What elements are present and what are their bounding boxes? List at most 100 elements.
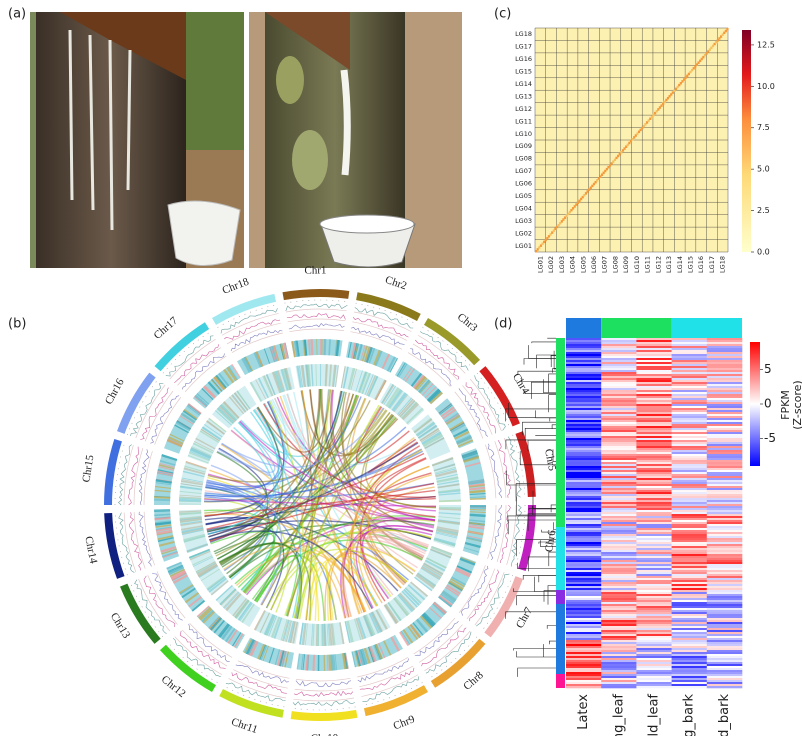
heatmap-cell [601,592,637,594]
gene-stripe [201,400,202,402]
heatmap-cell [566,430,602,432]
heatmap-cell [601,490,637,492]
heatmap-cell [566,474,602,476]
heatmap-cell [707,614,743,616]
track-line [488,444,502,498]
heatmap-cell [566,352,602,354]
heatmap-cell [707,382,743,384]
heatmap-cell [672,338,708,340]
heatmap-cell [601,444,637,446]
heatmap-cell [672,598,708,600]
group-bar [566,318,601,338]
heatmap-cell [707,506,743,508]
heatmap-cell [707,644,743,646]
heatmap-cell [707,562,743,564]
heatmap-cell [566,582,602,584]
gene-stripe [401,369,402,370]
heatmap-cell [566,396,602,398]
heatmap-cell [707,470,743,472]
column-label: Old_leaf [647,694,662,736]
heatmap-cell [672,672,708,674]
heatmap-cell [707,494,743,496]
gene-stripe [447,598,448,599]
heatmap-cell [707,636,743,638]
x-tick-label: LG03 [558,256,566,273]
heatmap-cell [672,618,708,620]
heatmap-cell [601,534,637,536]
heatmap-cell [601,488,637,490]
colorbar-tick-label: 12.5 [757,40,775,49]
heatmap-cell [707,626,743,628]
heatmap-cell [566,510,602,512]
heatmap-cell [566,672,602,674]
heatmap-cell [601,368,637,370]
heatmap-cell [636,366,672,368]
gene-stripe [358,352,360,353]
panel-label: (c) [494,7,511,22]
heatmap-cell [636,580,672,582]
heatmap-cell [672,620,708,622]
gene-stripe [448,597,449,598]
heatmap-cell [707,572,743,574]
heatmap-cell [601,476,637,478]
heatmap-cell [566,408,602,410]
heatmap-cell [636,488,672,490]
y-tick-label: LG04 [515,204,532,212]
heatmap-cell [601,480,637,482]
heatmap-cell [672,360,708,362]
y-tick-label: LG18 [515,30,532,38]
heatmap-cell [636,598,672,600]
track-line [351,327,404,344]
heatmap-cell [636,462,672,464]
chromosome-arc [291,714,357,717]
heatmap-cell [566,494,602,496]
heatmap-cell [636,434,672,436]
heatmap-cell [672,566,708,568]
heatmap-cell [601,632,637,634]
heatmap-cell [672,372,708,374]
heatmap-cell [672,438,708,440]
heatmap-cell [636,614,672,616]
heatmap-cell [672,608,708,610]
column-label: Old_bark [717,694,732,736]
heatmap-cell [707,360,743,362]
heatmap-cell [707,472,743,474]
gene-band [200,554,221,588]
heatmap-cell [707,364,743,366]
heatmap-cell [672,562,708,564]
heatmap-cell [566,626,602,628]
chromosome-label: Chr11 [230,716,260,736]
heatmap-cell [707,638,743,640]
heatmap-cell [566,564,602,566]
track-line [144,576,175,627]
gene-stripe [181,428,182,429]
heatmap-cell [672,534,708,536]
heatmap-cell [707,534,743,536]
heatmap-cell [566,594,602,596]
heatmap-cell [601,630,637,632]
heatmap-cell [566,416,602,418]
heatmap-cell [707,414,743,416]
heatmap-cell [672,504,708,506]
heatmap-cell [566,438,602,440]
heatmap-cell [601,678,637,680]
heatmap-cell [672,472,708,474]
heatmap-cell [636,590,672,592]
heatmap-cell [707,514,743,516]
gene-stripe [423,386,425,388]
heatmap-cell [636,400,672,402]
heatmap-cell [636,376,672,378]
heatmap-cell [707,398,743,400]
heatmap-cell [566,552,602,554]
heatmap-cell [601,388,637,390]
circos: Chr1Chr2Chr3Chr4Chr5Chr6Chr7Chr8Chr9Chr1… [80,264,558,736]
heatmap-cell [707,560,743,562]
heatmap-cell [636,632,672,634]
track [295,688,353,691]
y-tick-label: LG10 [515,130,532,138]
gene-stripe [394,643,396,644]
heatmap-cell [566,356,602,358]
heatmap-cell [601,400,637,402]
heatmap-cell [672,418,708,420]
gene-stripe [463,438,464,439]
